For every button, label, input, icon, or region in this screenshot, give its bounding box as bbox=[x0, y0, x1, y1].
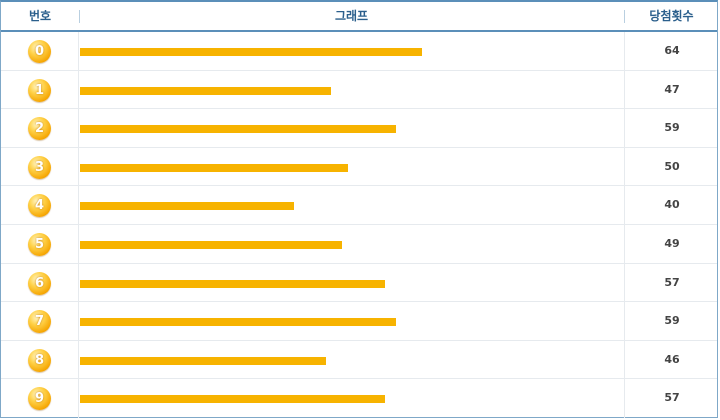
table-row: 7 59 bbox=[1, 302, 717, 341]
frequency-bar bbox=[80, 240, 343, 249]
number-cell: 6 bbox=[1, 263, 79, 302]
number-cell: 7 bbox=[1, 302, 79, 340]
count-column-header: 당첨횟수 bbox=[649, 9, 694, 23]
table-row: 2 59 bbox=[1, 109, 717, 148]
number-cell: 5 bbox=[1, 224, 79, 263]
number-cell: 1 bbox=[1, 70, 79, 109]
number-ball: 8 bbox=[28, 348, 51, 372]
table-header: 번호 그래프 당첨횟수 bbox=[1, 2, 717, 32]
table-row: 0 64 bbox=[1, 32, 717, 71]
table-row: 8 46 bbox=[1, 340, 719, 380]
table-row: 3 50 bbox=[1, 147, 719, 187]
header-divider bbox=[79, 10, 80, 23]
count-cell: 57 bbox=[624, 379, 719, 418]
number-ball: 9 bbox=[28, 387, 51, 411]
table-row: 6 57 bbox=[1, 263, 719, 303]
number-cell: 0 bbox=[1, 32, 79, 70]
frequency-bar bbox=[80, 202, 294, 211]
number-ball: 3 bbox=[28, 155, 51, 179]
number-column-header: 번호 bbox=[28, 9, 52, 23]
count-cell: 46 bbox=[624, 340, 719, 379]
number-cell: 2 bbox=[1, 109, 79, 147]
number-ball: 4 bbox=[28, 194, 51, 218]
count-cell: 47 bbox=[624, 70, 719, 109]
count-cell: 59 bbox=[624, 302, 719, 340]
count-cell: 64 bbox=[624, 32, 719, 70]
frequency-bar bbox=[80, 125, 396, 134]
number-ball: 7 bbox=[28, 310, 51, 334]
number-ball: 2 bbox=[28, 117, 51, 141]
count-cell: 57 bbox=[624, 263, 719, 302]
number-ball: 6 bbox=[28, 271, 51, 295]
number-cell: 4 bbox=[1, 186, 79, 224]
number-cell: 8 bbox=[1, 340, 79, 379]
table-body: 0 64 1 47 2 59 3 50 4 40 5 49 6 57 7 59 8 46 9 57 bbox=[1, 32, 717, 418]
table-row: 5 49 bbox=[1, 224, 719, 264]
number-cell: 9 bbox=[1, 379, 79, 418]
frequency-bar bbox=[80, 279, 385, 288]
table-row: 9 57 bbox=[1, 379, 717, 418]
frequency-bar bbox=[80, 163, 348, 172]
frequency-bar bbox=[80, 318, 396, 327]
count-cell: 49 bbox=[624, 224, 719, 263]
frequency-bar bbox=[80, 395, 385, 404]
number-cell: 3 bbox=[1, 147, 79, 186]
number-ball: 1 bbox=[28, 78, 51, 102]
number-ball: 0 bbox=[28, 40, 51, 63]
count-cell: 40 bbox=[624, 186, 719, 224]
number-ball: 5 bbox=[28, 232, 51, 256]
graph-column-header: 그래프 bbox=[334, 9, 369, 23]
header-divider bbox=[624, 10, 625, 23]
count-cell: 59 bbox=[624, 109, 719, 147]
table-row: 4 40 bbox=[1, 186, 717, 225]
frequency-bar bbox=[80, 86, 332, 95]
count-cell: 50 bbox=[624, 147, 719, 186]
table-row: 1 47 bbox=[1, 70, 719, 110]
frequency-bar bbox=[80, 356, 327, 365]
frequency-bar bbox=[80, 48, 423, 56]
